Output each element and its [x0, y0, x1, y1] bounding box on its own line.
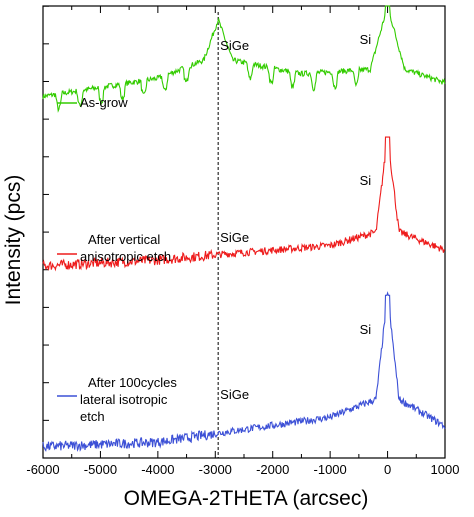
sige-peak-label: SiGe	[220, 387, 249, 402]
si-peak-label: Si	[360, 32, 372, 47]
sige-peak-label: SiGe	[220, 230, 249, 245]
x-tick-labels: -6000 -5000 -4000 -3000 -2000 -1000 0 1000	[26, 462, 459, 477]
x-tick-label: 0	[384, 462, 391, 477]
legend-label: anisotropic etch	[80, 249, 171, 264]
x-tick-label: 1000	[431, 462, 460, 477]
legend-label: lateral isotropic	[80, 392, 168, 407]
x-tick-label: -3000	[199, 462, 232, 477]
si-peak-label: Si	[360, 322, 372, 337]
series-line-2	[42, 136, 446, 272]
x-tick-label: -5000	[84, 462, 117, 477]
legend-label: After 100cycles	[88, 375, 177, 390]
x-tick-label: -6000	[26, 462, 59, 477]
sige-peak-label: SiGe	[220, 38, 249, 53]
legend-label: As-grow	[80, 95, 128, 110]
annotations: As-grow Si SiGe After vertical anisotropic e…	[57, 32, 371, 424]
series-layer	[42, 5, 446, 452]
series-line-3	[42, 291, 446, 452]
x-tick-label: -1000	[314, 462, 347, 477]
y-axis-title: Intensity (pcs)	[2, 175, 25, 306]
legend-label: After vertical	[88, 232, 160, 247]
x-axis-title: OMEGA-2THETA (arcsec)	[124, 487, 369, 510]
si-peak-label: Si	[360, 173, 372, 188]
legend-label: etch	[80, 409, 105, 424]
x-tick-label: -4000	[141, 462, 174, 477]
series-line-1	[42, 5, 446, 113]
x-tick-label: -2000	[256, 462, 289, 477]
